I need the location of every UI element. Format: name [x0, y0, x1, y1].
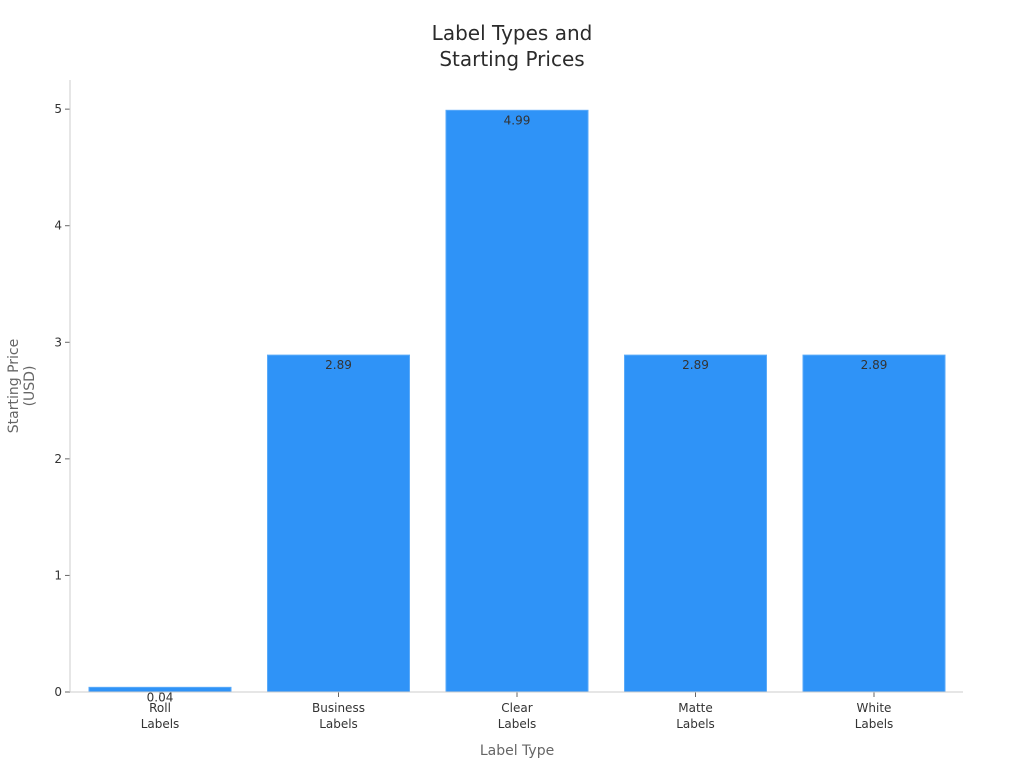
x-category-label: Matte: [678, 701, 713, 715]
y-tick-label: 4: [54, 219, 62, 233]
chart-title: Label Types and Starting Prices: [432, 21, 593, 71]
x-category-label: Labels: [319, 717, 358, 731]
bar[interactable]: [445, 109, 589, 693]
x-category-label: Clear: [501, 701, 532, 715]
x-category-label: Roll: [149, 701, 171, 715]
bar[interactable]: [624, 354, 767, 693]
y-axis-title: Starting Price (USD): [6, 339, 38, 433]
y-axis-title-line-1: Starting Price: [6, 339, 22, 433]
y-tick-label: 1: [54, 568, 62, 582]
bar-value-label: 0.04: [147, 690, 174, 704]
data-labels-group: 0.04 2.89 4.99 2.89 2.89: [147, 113, 888, 704]
bar-value-label: 2.89: [325, 358, 352, 372]
y-axis: 0 1 2 3 4 5: [54, 102, 70, 699]
x-category-label: Business: [312, 701, 365, 715]
chart-title-line-1: Label Types and: [432, 21, 593, 45]
bars-group: [88, 109, 946, 693]
x-category-label: White: [857, 701, 892, 715]
x-category-label: Labels: [676, 717, 715, 731]
x-axis-title: Label Type: [480, 743, 554, 759]
x-axis: Roll Labels Business Labels Clear Labels Matte…: [141, 692, 894, 731]
x-category-label: Labels: [141, 717, 180, 731]
y-tick-label: 5: [54, 102, 62, 116]
y-axis-title-line-2: (USD): [22, 366, 38, 407]
x-category-label: Labels: [855, 717, 894, 731]
y-tick-label: 0: [54, 685, 62, 699]
y-tick-label: 3: [54, 335, 62, 349]
bar-value-label: 2.89: [682, 358, 709, 372]
x-category-label: Labels: [498, 717, 537, 731]
y-tick-label: 2: [54, 452, 62, 466]
bar[interactable]: [267, 354, 410, 693]
bar-value-label: 2.89: [861, 358, 888, 372]
bar[interactable]: [802, 354, 946, 693]
chart-title-line-2: Starting Prices: [439, 47, 584, 71]
bar-value-label: 4.99: [504, 113, 531, 127]
